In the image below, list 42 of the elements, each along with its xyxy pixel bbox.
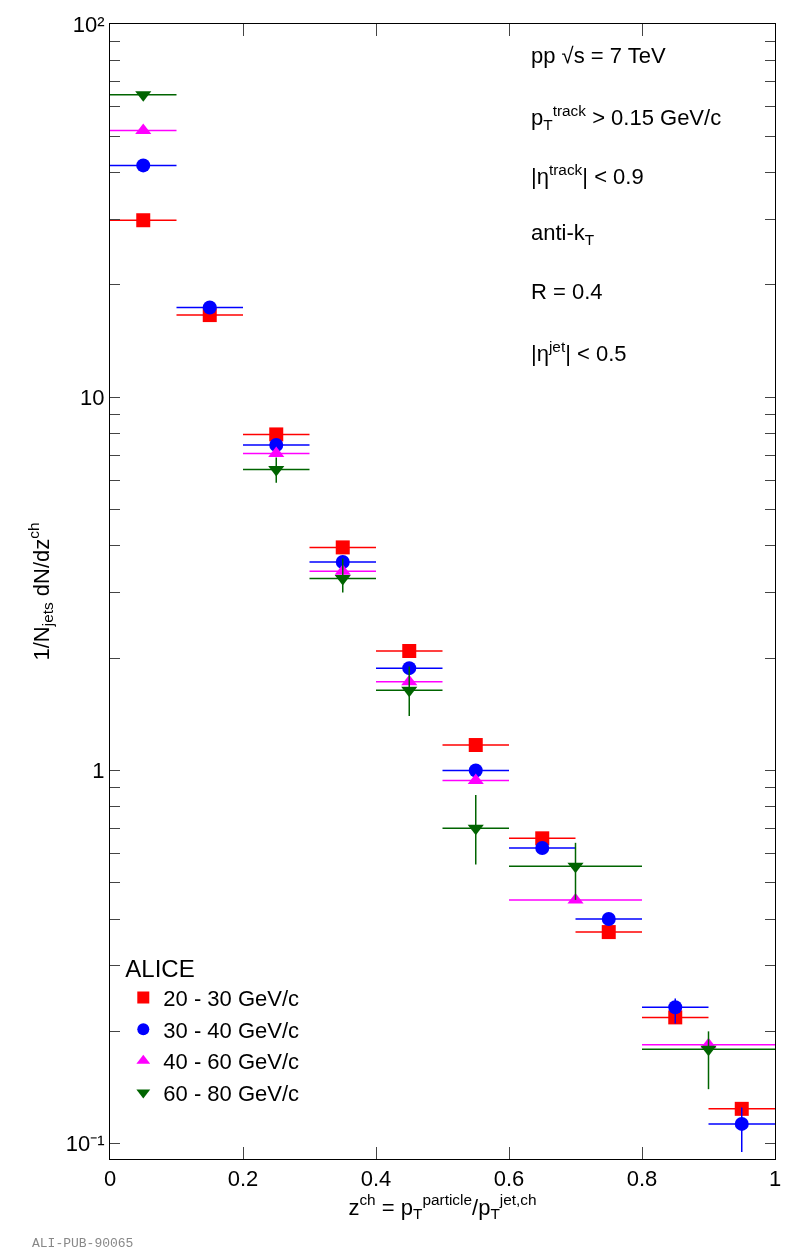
x-tick-label: 0.8	[626, 1166, 658, 1192]
point	[668, 1000, 683, 1015]
annotation: |η$^{track}$| < 0.9	[531, 161, 644, 190]
annotation: pp √s = 7 TeV	[531, 43, 666, 68]
x-tick-label: 0	[103, 1166, 117, 1192]
legend-label: 30 - 40 GeV/c	[163, 1017, 300, 1043]
x-tick-label: 0.6	[493, 1166, 525, 1192]
annotation: R = 0.4	[531, 279, 603, 304]
legend-title: ALICE	[125, 954, 195, 982]
legend-label: 60 - 80 GeV/c	[163, 1080, 300, 1106]
point	[402, 643, 417, 658]
point	[535, 840, 550, 855]
y-tick-label: 10⁻¹	[65, 1131, 105, 1157]
point	[468, 763, 483, 778]
y-tick-label: 10²	[72, 11, 105, 37]
point	[401, 686, 418, 698]
point	[136, 158, 151, 173]
text: ALI-PUB-90065	[32, 1236, 134, 1249]
point	[734, 1101, 749, 1116]
point	[402, 661, 417, 676]
annotation: p$_{T}$$^{track}$ > 0.15 GeV/c	[531, 102, 722, 133]
point	[334, 574, 351, 586]
annotation: anti-k$_{T}$	[531, 220, 595, 248]
point	[335, 540, 350, 555]
y-tick-label: 10	[80, 384, 105, 410]
x-tick-label: 1	[768, 1166, 782, 1192]
point	[135, 123, 152, 135]
point	[468, 738, 483, 753]
point	[734, 1116, 749, 1131]
annotation: |η$^{jet}$| < 0.5	[531, 338, 627, 367]
x-tick-label: 0.4	[360, 1166, 392, 1192]
legend-label: 20 - 30 GeV/c	[163, 986, 300, 1012]
legend-label: 40 - 60 GeV/c	[163, 1049, 300, 1075]
point	[136, 213, 151, 228]
x-tick-label: 0.2	[227, 1166, 259, 1192]
y-tick-label: 1	[92, 758, 105, 784]
point	[700, 1045, 717, 1057]
point	[467, 824, 484, 836]
point	[567, 862, 584, 874]
point	[202, 300, 217, 315]
point	[601, 925, 616, 940]
point	[601, 912, 616, 926]
